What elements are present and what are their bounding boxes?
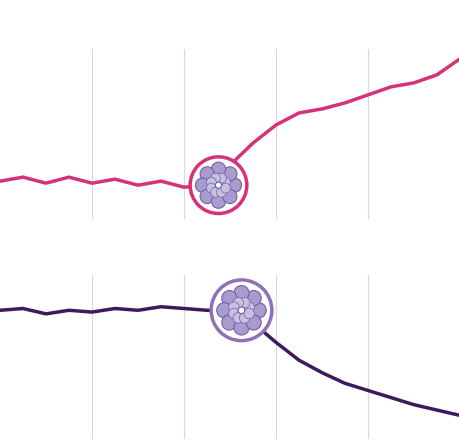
Circle shape <box>190 157 246 214</box>
Circle shape <box>251 303 266 318</box>
Circle shape <box>210 173 220 183</box>
Circle shape <box>200 190 214 204</box>
Circle shape <box>243 302 254 312</box>
Circle shape <box>216 173 226 183</box>
Circle shape <box>239 313 249 323</box>
Circle shape <box>234 320 249 335</box>
Circle shape <box>246 291 261 306</box>
Circle shape <box>234 286 249 301</box>
Circle shape <box>243 308 254 319</box>
Circle shape <box>227 178 241 192</box>
Text: Subscription Revenue: Subscription Revenue <box>92 13 367 33</box>
Circle shape <box>220 183 230 193</box>
Circle shape <box>211 194 225 208</box>
Circle shape <box>233 297 243 308</box>
Circle shape <box>233 313 243 323</box>
Circle shape <box>206 183 216 193</box>
Circle shape <box>195 178 209 192</box>
Circle shape <box>211 162 225 176</box>
Circle shape <box>222 167 236 181</box>
Circle shape <box>210 187 220 197</box>
Circle shape <box>246 315 261 330</box>
Circle shape <box>228 302 239 312</box>
Circle shape <box>211 280 271 341</box>
Circle shape <box>222 190 236 204</box>
Circle shape <box>216 187 226 197</box>
Circle shape <box>239 297 249 308</box>
Circle shape <box>206 177 216 187</box>
Circle shape <box>200 167 214 181</box>
Circle shape <box>221 291 236 306</box>
Circle shape <box>221 315 236 330</box>
Circle shape <box>238 307 244 314</box>
Text: Subscription Churn: Subscription Churn <box>109 237 350 257</box>
Circle shape <box>220 177 230 187</box>
Circle shape <box>215 182 221 188</box>
Circle shape <box>216 303 231 318</box>
Circle shape <box>228 308 239 319</box>
